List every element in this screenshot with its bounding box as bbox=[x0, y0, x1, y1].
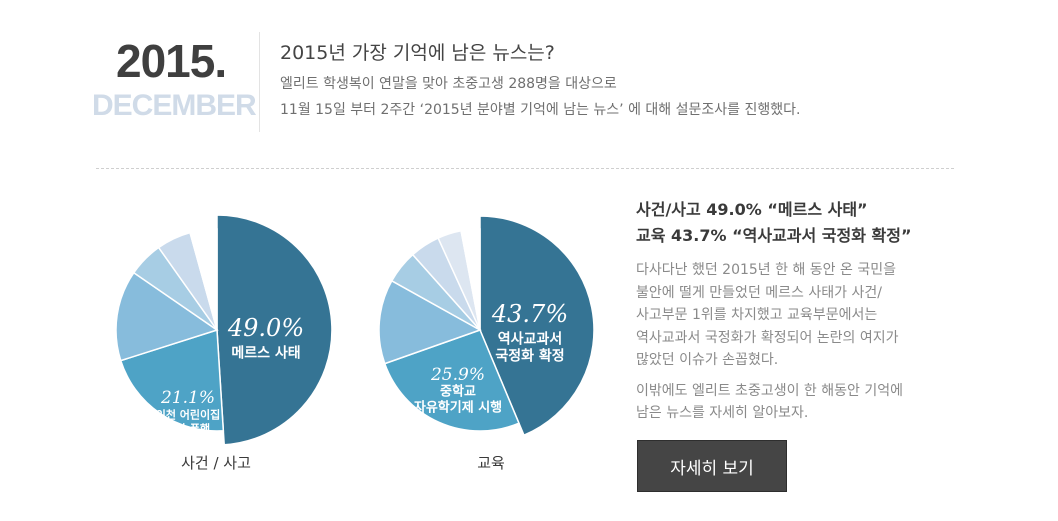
description: 다사다난 했던 2015년 한 해 동안 온 국민을 불안에 떨게 만들었던 메… bbox=[636, 259, 903, 433]
view-details-button[interactable]: 자세히 보기 bbox=[637, 440, 787, 492]
slice-category-label: 원아 폭행 bbox=[166, 421, 210, 435]
pie-slice bbox=[119, 328, 225, 432]
summary-line-education: 교육 43.7% “역사교과서 국정화 확정” bbox=[636, 226, 912, 245]
description-paragraph-2: 이밖에도 엘리트 초중고생이 한 해동안 기억에 남은 뉴스를 자세히 알아보자… bbox=[636, 380, 903, 425]
description-line: 많았던 이슈가 손꼽혔다. bbox=[636, 352, 779, 368]
slice-category-label: 국정화 확정 bbox=[495, 348, 564, 365]
slice-percent-label: 43.7% bbox=[491, 300, 568, 328]
slice-percent-label: 25.9% bbox=[430, 365, 485, 385]
pie-slice bbox=[189, 228, 218, 331]
dashed-divider bbox=[96, 168, 954, 169]
intro-line: 11월 15일 부터 2주간 ‘2015년 분야별 기억에 남는 뉴스’ 에 대… bbox=[280, 102, 801, 118]
intro-line: 엘리트 학생복이 연말을 맞아 초중고생 288명을 대상으로 bbox=[280, 76, 617, 92]
chart-title: 사건 / 사고 bbox=[181, 454, 251, 472]
chart-title: 교육 bbox=[477, 454, 505, 472]
slice-percent-label: 49.0% bbox=[227, 314, 304, 342]
slice-category-label: 중학교 bbox=[440, 383, 476, 399]
pie-slice bbox=[460, 228, 481, 331]
header-divider bbox=[259, 32, 260, 132]
month-label: DECEMBER bbox=[92, 89, 257, 122]
description-line: 사고부문 1위를 차지했고 교육부문에서는 bbox=[636, 307, 878, 323]
pie-slice bbox=[383, 329, 520, 432]
headline: 2015년 가장 기억에 남은 뉴스는? bbox=[280, 42, 555, 64]
intro-text: 엘리트 학생복이 연말을 맞아 초중고생 288명을 대상으로 11월 15일 … bbox=[280, 71, 800, 123]
description-line: 역사교과서 국정화가 확정되어 논란의 여지가 bbox=[636, 329, 899, 346]
pie-slice bbox=[115, 271, 219, 362]
summary-line-accidents: 사건/사고 49.0% “메르스 사태” bbox=[636, 200, 868, 219]
pie-slice bbox=[479, 215, 595, 437]
slice-percent-label: 21.1% bbox=[160, 388, 215, 408]
description-line: 남은 뉴스를 자세히 알아보자. bbox=[636, 405, 809, 421]
description-line: 다사다난 했던 2015년 한 해 동안 온 국민을 bbox=[636, 262, 896, 278]
slice-category-label: 자유학기제 시행 bbox=[414, 399, 502, 415]
summary: 사건/사고 49.0% “메르스 사태” 교육 43.7% “역사교과서 국정화… bbox=[636, 197, 911, 249]
year-label: 2015. bbox=[116, 35, 227, 87]
slice-category-label: 역사교과서 bbox=[498, 331, 562, 348]
pie-slice bbox=[216, 214, 333, 446]
description-line: 이밖에도 엘리트 초중고생이 한 해동안 기억에 bbox=[636, 382, 903, 399]
description-paragraph-1: 다사다난 했던 2015년 한 해 동안 온 국민을 불안에 떨게 만들었던 메… bbox=[636, 259, 903, 372]
description-line: 불안에 떨게 만들었던 메르스 사태가 사건/ bbox=[636, 284, 882, 301]
slice-category-label: 메르스 사태 bbox=[231, 346, 300, 362]
slice-category-label: 인천 어린이집 bbox=[156, 407, 221, 421]
pie-slice bbox=[378, 279, 482, 365]
